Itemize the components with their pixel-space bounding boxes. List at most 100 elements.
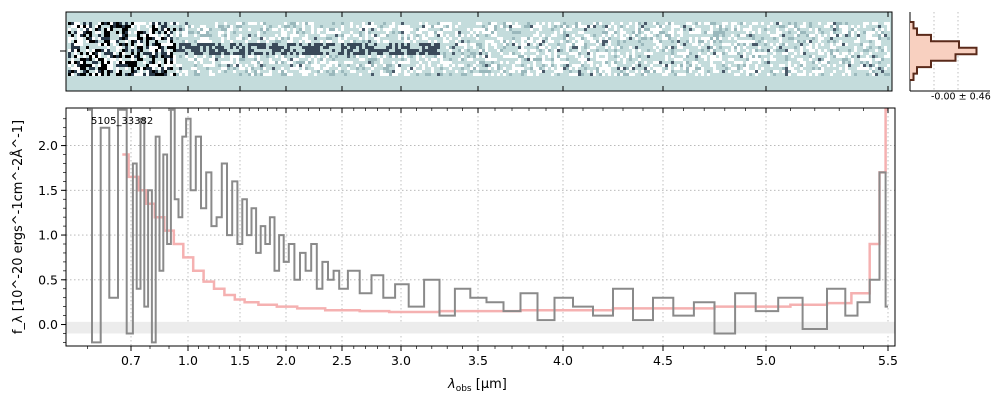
- twod-pixel: [878, 61, 881, 64]
- twod-pixel: [488, 55, 491, 58]
- twod-pixel: [275, 34, 278, 37]
- twod-pixel: [368, 58, 371, 61]
- twod-pixel: [302, 64, 305, 67]
- twod-pixel: [404, 70, 407, 73]
- twod-pixel: [734, 28, 737, 31]
- twod-pixel: [458, 49, 461, 52]
- twod-pixel: [635, 22, 638, 25]
- twod-pixel: [722, 70, 725, 73]
- twod-pixel: [794, 46, 797, 49]
- twod-pixel: [266, 55, 269, 58]
- twod-pixel: [689, 64, 692, 67]
- twod-pixel: [257, 61, 260, 64]
- twod-pixel: [362, 49, 365, 52]
- twod-pixel: [203, 43, 206, 46]
- twod-pixel: [287, 43, 290, 46]
- twod-pixel: [200, 25, 203, 28]
- twod-pixel: [758, 61, 761, 64]
- twod-pixel: [503, 25, 506, 28]
- twod-pixel: [560, 55, 563, 58]
- twod-pixel: [512, 67, 515, 70]
- twod-pixel: [671, 55, 674, 58]
- twod-pixel: [701, 40, 704, 43]
- twod-pixel: [161, 46, 164, 49]
- twod-pixel: [473, 43, 476, 46]
- twod-pixel: [698, 31, 701, 34]
- twod-pixel: [104, 58, 107, 61]
- twod-pixel: [209, 52, 212, 55]
- twod-pixel: [209, 55, 212, 58]
- twod-pixel: [803, 73, 806, 76]
- twod-pixel: [254, 34, 257, 37]
- twod-pixel: [200, 58, 203, 61]
- twod-pixel: [809, 49, 812, 52]
- twod-pixel: [149, 34, 152, 37]
- twod-pixel: [848, 31, 851, 34]
- twod-pixel: [407, 61, 410, 64]
- twod-pixel: [878, 25, 881, 28]
- twod-pixel: [674, 73, 677, 76]
- twod-pixel: [419, 70, 422, 73]
- twod-pixel: [662, 25, 665, 28]
- twod-pixel: [746, 28, 749, 31]
- twod-pixel: [515, 25, 518, 28]
- twod-pixel: [581, 61, 584, 64]
- twod-pixel: [548, 55, 551, 58]
- twod-pixel: [809, 55, 812, 58]
- twod-pixel: [812, 34, 815, 37]
- twod-pixel: [119, 46, 122, 49]
- twod-pixel: [185, 46, 188, 49]
- twod-pixel: [854, 46, 857, 49]
- twod-pixel: [170, 58, 173, 61]
- twod-pixel: [320, 58, 323, 61]
- twod-pixel: [377, 28, 380, 31]
- twod-pixel: [776, 31, 779, 34]
- twod-pixel: [839, 40, 842, 43]
- twod-pixel: [326, 70, 329, 73]
- twod-pixel: [254, 52, 257, 55]
- twod-pixel: [803, 64, 806, 67]
- twod-pixel: [539, 58, 542, 61]
- twod-pixel: [641, 37, 644, 40]
- twod-pixel: [113, 58, 116, 61]
- twod-pixel: [110, 70, 113, 73]
- x-tick-label: 0.7: [121, 353, 141, 368]
- twod-pixel: [275, 49, 278, 52]
- twod-pixel: [497, 49, 500, 52]
- twod-pixel: [221, 31, 224, 34]
- twod-pixel: [425, 73, 428, 76]
- twod-pixel: [680, 64, 683, 67]
- twod-pixel: [518, 58, 521, 61]
- twod-pixel: [560, 31, 563, 34]
- twod-pixel: [617, 73, 620, 76]
- twod-pixel: [98, 49, 101, 52]
- twod-pixel: [536, 67, 539, 70]
- twod-pixel: [74, 40, 77, 43]
- twod-pixel: [416, 64, 419, 67]
- twod-pixel: [776, 49, 779, 52]
- twod-pixel: [371, 61, 374, 64]
- twod-pixel: [680, 31, 683, 34]
- twod-pixel: [407, 31, 410, 34]
- twod-pixel: [152, 46, 155, 49]
- twod-pixel: [617, 67, 620, 70]
- twod-pixel: [515, 22, 518, 25]
- twod-pixel: [497, 73, 500, 76]
- twod-pixel: [620, 73, 623, 76]
- twod-pixel: [710, 49, 713, 52]
- twod-pixel: [752, 55, 755, 58]
- twod-pixel: [851, 55, 854, 58]
- twod-pixel: [80, 61, 83, 64]
- twod-pixel: [263, 46, 266, 49]
- twod-pixel: [170, 67, 173, 70]
- twod-spectrum-panel: [60, 11, 893, 92]
- twod-pixel: [269, 73, 272, 76]
- twod-pixel: [875, 43, 878, 46]
- twod-pixel: [248, 46, 251, 49]
- twod-pixel: [251, 61, 254, 64]
- twod-pixel: [437, 55, 440, 58]
- twod-pixel: [74, 31, 77, 34]
- twod-pixel: [701, 67, 704, 70]
- twod-pixel: [830, 37, 833, 40]
- twod-pixel: [80, 52, 83, 55]
